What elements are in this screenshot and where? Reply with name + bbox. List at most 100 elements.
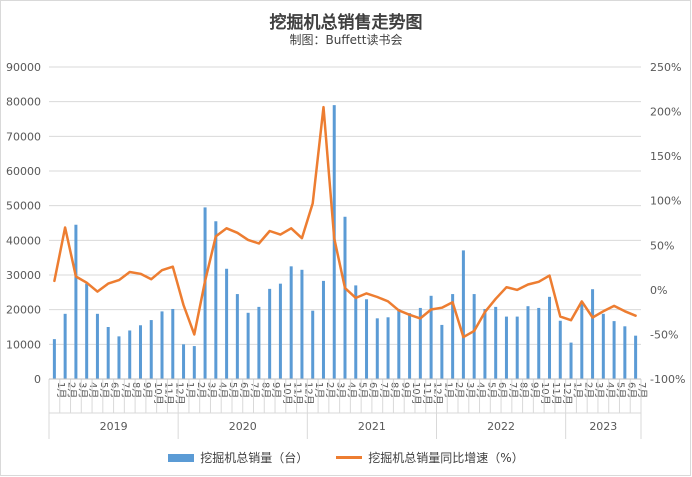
x-tick-label: 7月	[378, 382, 390, 398]
x-tick-label: 9月	[270, 382, 282, 398]
bar-mark	[321, 280, 325, 379]
y-left-tick-label: 90000	[6, 61, 41, 74]
bar-mark	[623, 326, 627, 379]
x-tick-label: 4月	[216, 382, 228, 398]
legend-line-swatch	[336, 456, 363, 459]
line-series-growth	[53, 105, 637, 339]
bar-mark	[612, 321, 616, 379]
chart-subtitle: 制图：Buffett读书会	[289, 33, 403, 47]
bar-mark	[257, 306, 261, 379]
bar-mark	[569, 342, 573, 379]
legend-bar-label: 挖掘机总销量（台）	[200, 451, 309, 465]
year-label: 2023	[589, 420, 617, 433]
x-tick-label: 1月	[572, 382, 584, 398]
x-tick-label: 2月	[453, 382, 465, 398]
y-right-tick-label: 100%	[650, 195, 681, 208]
x-tick-label: 12月	[561, 382, 573, 405]
x-tick-label: 2月	[66, 382, 78, 398]
x-tick-label: 8月	[259, 382, 271, 398]
bar-mark	[52, 339, 56, 379]
bar-mark	[182, 344, 186, 379]
bar-mark	[494, 306, 498, 379]
bar-mark	[365, 299, 369, 379]
bar-mark	[472, 294, 476, 379]
bar-mark	[289, 266, 293, 379]
x-tick-label: 1月	[55, 382, 67, 398]
x-tick-label: 3月	[206, 382, 218, 398]
bar-mark	[300, 269, 304, 379]
year-label: 2019	[100, 420, 128, 433]
bar-mark	[63, 313, 67, 379]
bar-mark	[354, 285, 358, 379]
bar-mark	[235, 294, 239, 379]
legend-line-label: 挖掘机总销量同比增速（%）	[368, 451, 524, 465]
bar-mark	[601, 313, 605, 379]
x-tick-label: 10月	[281, 382, 293, 405]
y-right-tick-label: 250%	[650, 61, 681, 74]
bar-mark	[343, 216, 347, 379]
y-right-tick-label: -100%	[650, 373, 685, 386]
bar-mark	[580, 302, 584, 379]
x-tick-label: 9月	[399, 382, 411, 398]
x-tick-label: 5月	[356, 382, 368, 398]
x-tick-label: 8月	[389, 382, 401, 398]
legend-item-bar: 挖掘机总销量（台）	[168, 449, 308, 466]
bar-mark	[74, 224, 78, 379]
x-tick-label: 2月	[582, 382, 594, 398]
bar-mark	[278, 283, 282, 379]
x-tick-label: 5月	[615, 382, 627, 398]
bar-mark	[171, 308, 175, 379]
x-tick-label: 7月	[636, 382, 648, 398]
x-tick-label: 2月	[324, 382, 336, 398]
x-tick-label: 11月	[292, 382, 304, 405]
y-left-tick-label: 20000	[6, 304, 41, 317]
bar-mark	[85, 283, 89, 379]
x-tick-label: 10月	[539, 382, 551, 405]
y-left-tick-label: 80000	[6, 96, 41, 109]
y-right-tick-label: 50%	[650, 239, 674, 252]
y-left-tick-label: 0	[34, 373, 41, 386]
x-tick-label: 11月	[550, 382, 562, 405]
x-tick-label: 3月	[76, 382, 88, 398]
x-tick-label: 3月	[464, 382, 476, 398]
bar-mark	[268, 288, 272, 379]
y-right-tick-label: -50%	[650, 328, 678, 341]
x-tick-label: 5月	[485, 382, 497, 398]
x-tick-label: 1月	[313, 382, 325, 398]
bar-mark	[418, 307, 422, 379]
x-tick-label: 5月	[227, 382, 239, 398]
x-tick-label: 7月	[507, 382, 519, 398]
y-left-tick-label: 50000	[6, 200, 41, 213]
bar-mark	[634, 335, 638, 379]
x-tick-label: 3月	[593, 382, 605, 398]
x-tick-label: 12月	[302, 382, 314, 405]
bar-mark	[461, 250, 465, 379]
x-tick-label: 12月	[432, 382, 444, 405]
bar-mark	[311, 310, 315, 379]
chart-legend: 挖掘机总销量（台） 挖掘机总销量同比增速（%）	[0, 449, 692, 466]
x-tick-label: 8月	[130, 382, 142, 398]
year-label: 2022	[487, 420, 515, 433]
x-tick-label: 9月	[141, 382, 153, 398]
bar-mark	[537, 307, 541, 379]
x-tick-label: 5月	[98, 382, 110, 398]
bar-mark	[504, 316, 508, 379]
x-tick-label: 3月	[335, 382, 347, 398]
bar-mark	[203, 207, 207, 379]
bar-mark	[483, 308, 487, 379]
bar-mark	[440, 324, 444, 379]
bar-mark	[149, 320, 153, 379]
x-tick-label: 12月	[173, 382, 185, 405]
x-tick-label: 1月	[442, 382, 454, 398]
bar-mark	[429, 295, 433, 379]
x-tick-label: 4月	[346, 382, 358, 398]
bar-mark	[548, 296, 552, 379]
bar-mark	[117, 336, 121, 379]
x-tick-label: 6月	[367, 382, 379, 398]
x-tick-label: 1月	[184, 382, 196, 398]
bar-mark	[95, 313, 99, 379]
x-tick-label: 11月	[163, 382, 175, 405]
bar-mark	[375, 318, 379, 379]
y-right-tick-label: 150%	[650, 150, 681, 163]
